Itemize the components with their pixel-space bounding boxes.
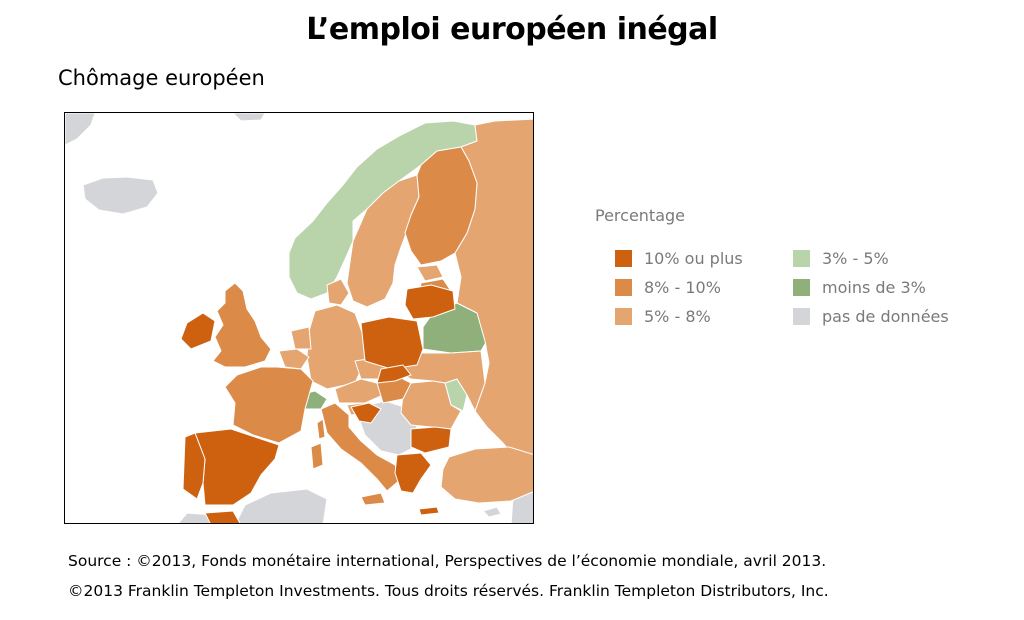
region-corsica	[316, 418, 326, 440]
region-sweden	[346, 174, 420, 308]
region-estonia	[416, 264, 444, 282]
legend-item-8-10: 8% - 10%	[615, 278, 721, 297]
legend-swatch	[615, 250, 632, 267]
region-finland	[404, 146, 478, 266]
map-subtitle: Chômage européen	[58, 66, 265, 90]
region-greenland	[65, 113, 96, 146]
region-netherlands	[290, 326, 312, 350]
legend-label: 5% - 8%	[644, 307, 711, 326]
source-note: Source : ©2013, Fonds monétaire internat…	[68, 552, 827, 570]
legend-item-no-data: pas de données	[793, 307, 949, 326]
legend-title: Percentage	[595, 206, 686, 225]
region-iceland	[82, 176, 159, 215]
region-cyprus	[482, 506, 502, 518]
region-portugal	[182, 432, 206, 500]
region-greece	[394, 452, 432, 494]
legend-item-less-3: moins de 3%	[793, 278, 926, 297]
region-lithuania	[404, 284, 456, 320]
legend-swatch	[615, 308, 632, 325]
region-belgium	[278, 348, 310, 370]
region-sicily	[360, 492, 386, 506]
region-denmark	[326, 278, 350, 306]
region-poland	[360, 316, 424, 370]
copyright-note: ©2013 Franklin Templeton Investments. To…	[68, 582, 829, 600]
legend-item-5-8: 5% - 8%	[615, 307, 711, 326]
legend-swatch	[615, 279, 632, 296]
map-legend: Percentage 10% ou plus 8% - 10% 5% - 8% …	[595, 206, 995, 346]
europe-map-svg	[65, 113, 533, 523]
region-spain	[194, 428, 280, 506]
region-bulgaria	[410, 426, 452, 454]
legend-label: 8% - 10%	[644, 278, 721, 297]
legend-item-3-5: 3% - 5%	[793, 249, 889, 268]
page-title: L’emploi européen inégal	[306, 12, 718, 47]
region-south-edge	[204, 510, 241, 523]
region-germany	[306, 304, 366, 390]
region-croatia	[350, 402, 382, 424]
region-turkey	[440, 446, 533, 504]
legend-swatch	[793, 308, 810, 325]
region-svalbard	[232, 113, 266, 122]
region-crete	[418, 506, 440, 516]
legend-label: pas de données	[822, 307, 949, 326]
legend-label: moins de 3%	[822, 278, 926, 297]
region-sardinia	[310, 442, 324, 470]
europe-map	[64, 112, 534, 524]
region-ireland	[180, 312, 216, 350]
legend-label: 3% - 5%	[822, 249, 889, 268]
legend-swatch	[793, 250, 810, 267]
region-france	[224, 366, 314, 444]
legend-label: 10% ou plus	[644, 249, 743, 268]
region-uk	[212, 282, 272, 368]
region-north-africa	[235, 488, 328, 523]
legend-item-10-plus: 10% ou plus	[615, 249, 743, 268]
region-slovakia	[376, 364, 412, 384]
legend-swatch	[793, 279, 810, 296]
